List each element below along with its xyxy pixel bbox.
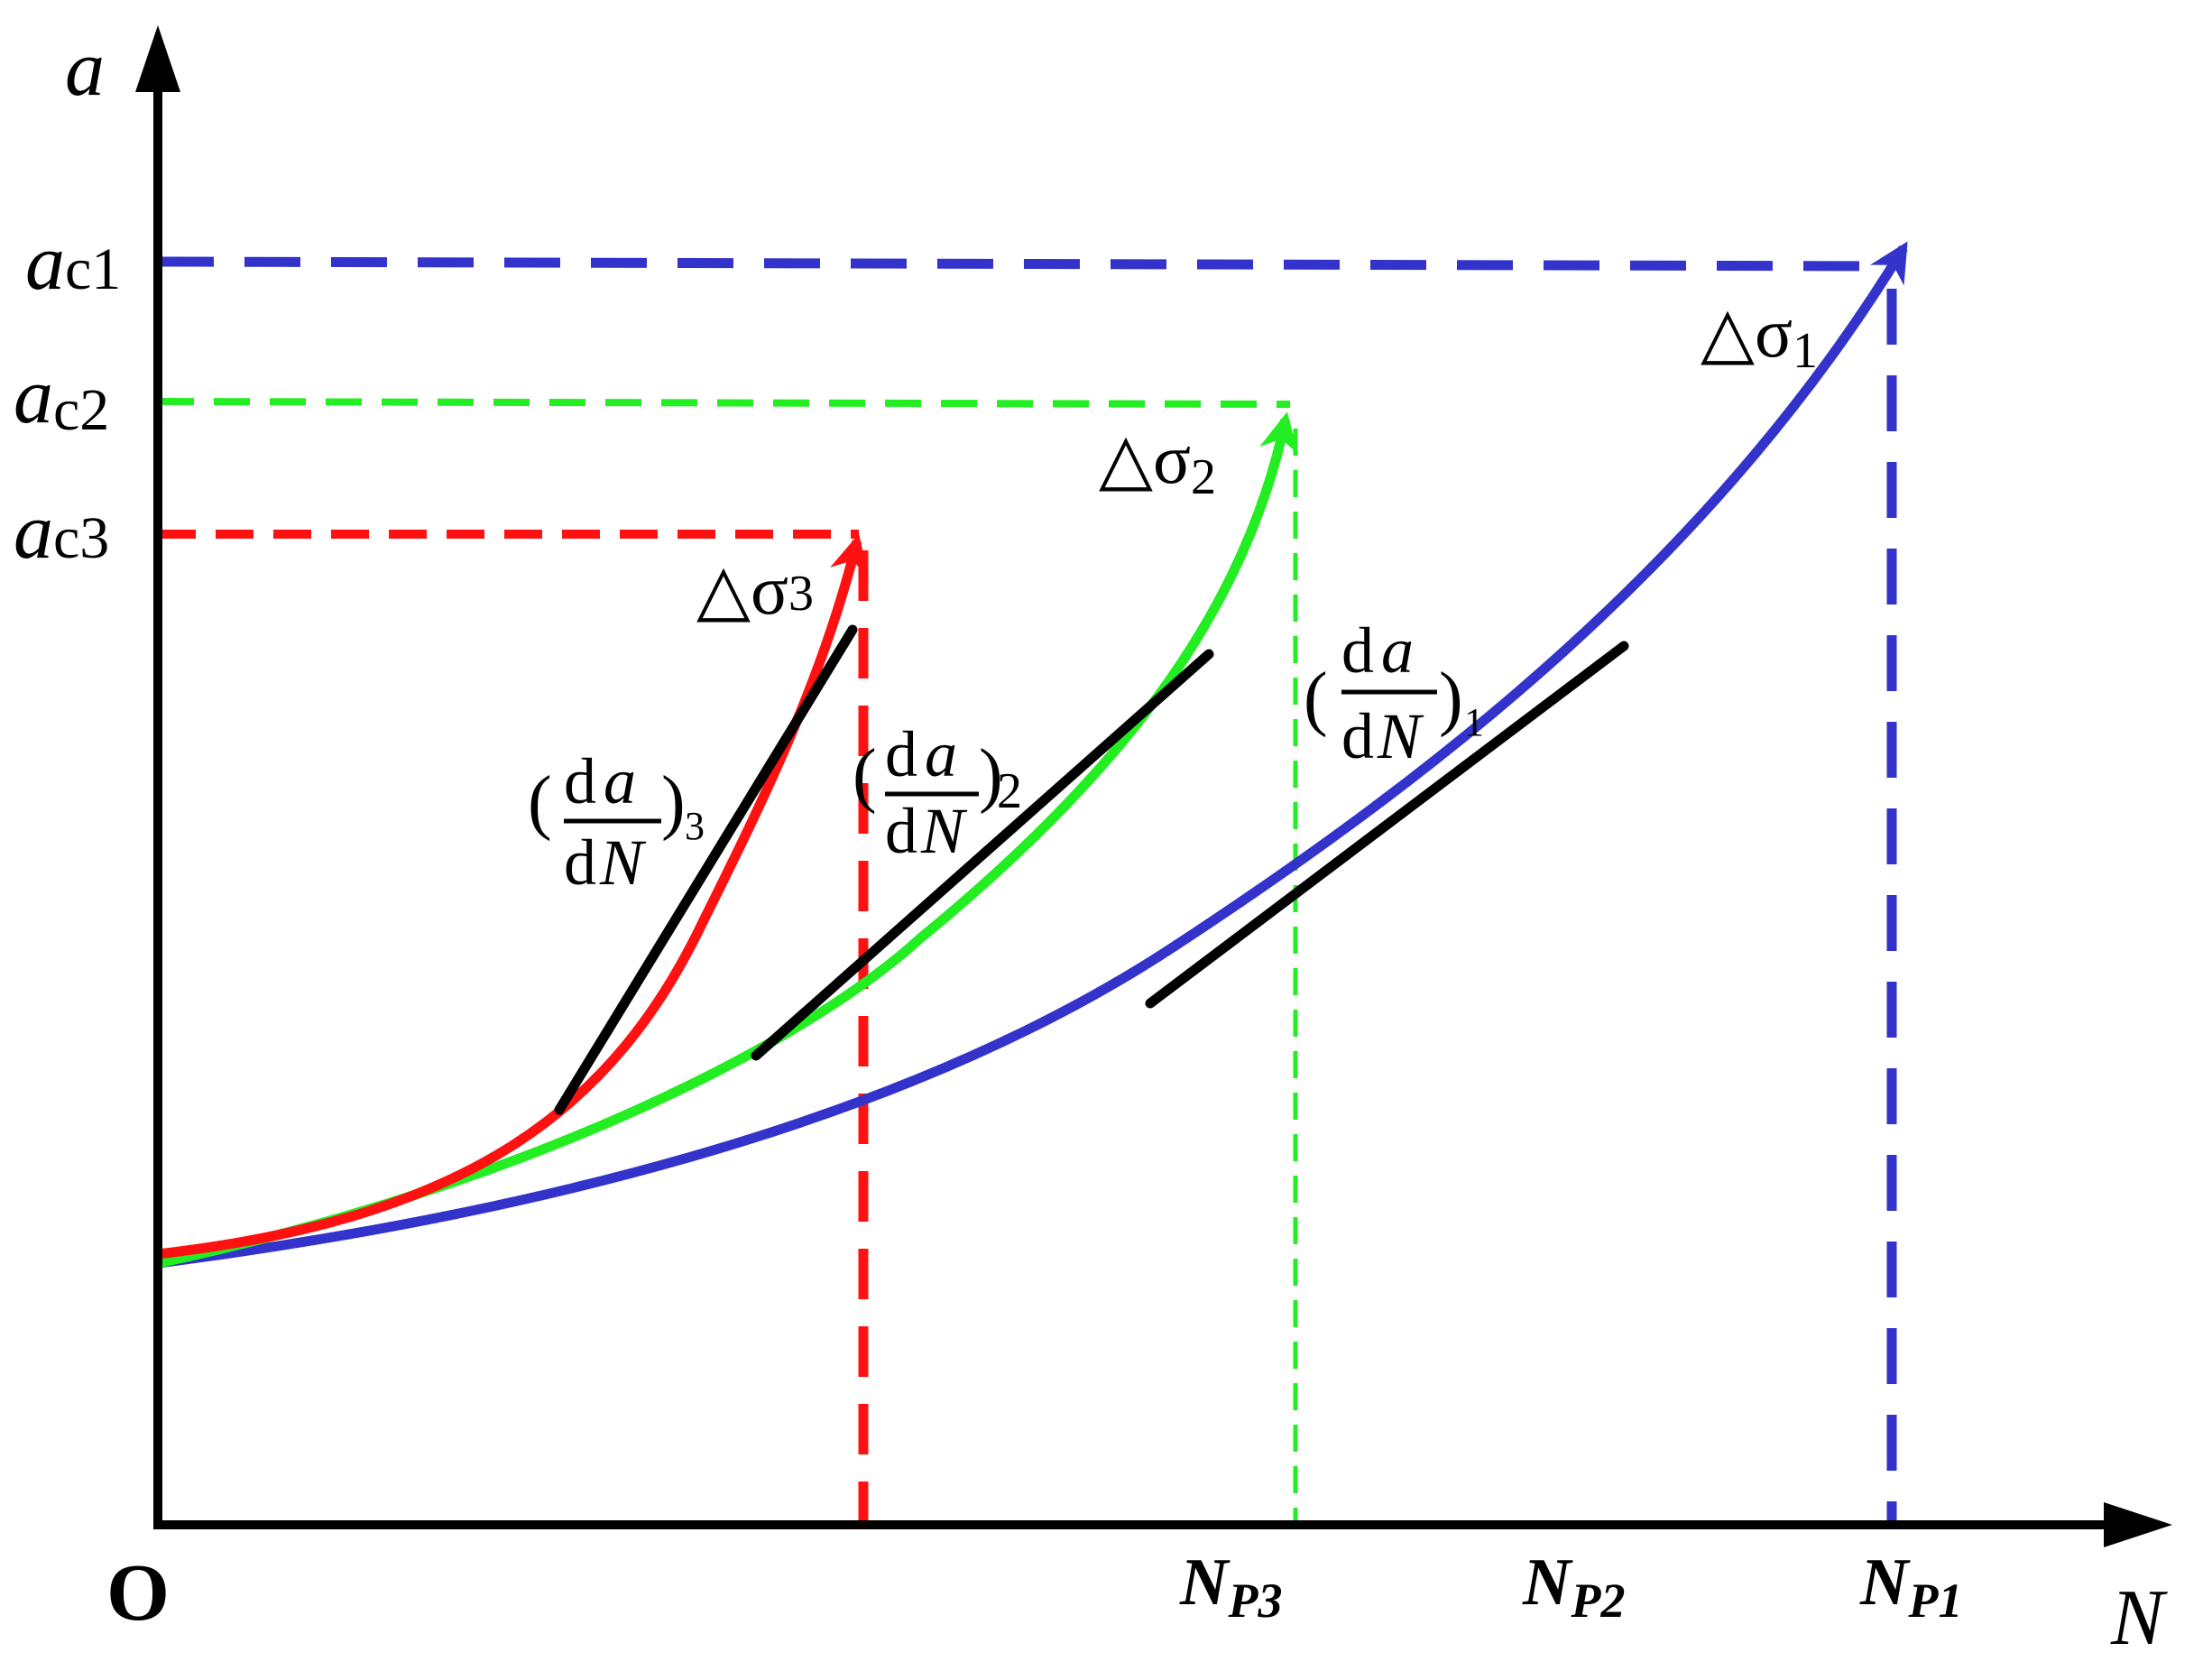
curve-delta-sigma-1 <box>157 241 1908 1269</box>
stress-range-labels: △σ1 △σ2 △σ3 <box>696 293 1818 629</box>
slope-2-subscript: 2 <box>997 763 1022 819</box>
y-tick-labels: ac1 ac2 ac3 <box>14 219 121 576</box>
tangent-line-1 <box>1145 641 1629 1009</box>
x-tick-np3: NP3 <box>1179 1546 1282 1628</box>
slope-2-open-paren: ( <box>853 735 877 815</box>
tangent-line-2 <box>751 649 1214 1061</box>
crack-growth-curves <box>156 241 1908 1269</box>
guide-lines <box>157 256 1897 1529</box>
y-axis-label: a <box>65 25 105 113</box>
curve-label-delta-sigma-2: △σ2 <box>1099 420 1216 505</box>
y-tick-ac2: ac2 <box>14 353 109 443</box>
tangent-lines <box>554 624 1629 1115</box>
curve-delta-sigma-3 <box>157 533 869 1260</box>
slope-2-denominator: dN <box>885 795 968 867</box>
guide-ac1-horizontal <box>157 256 1891 272</box>
tangent-line-3 <box>554 624 858 1115</box>
x-axis-label: N <box>2110 1574 2168 1662</box>
y-axis-arrowhead <box>135 25 180 92</box>
x-tick-np1: NP1 <box>1859 1546 1962 1628</box>
curve-label-delta-sigma-3: △σ3 <box>696 550 814 629</box>
guide-ac2-horizontal <box>157 398 1291 408</box>
x-tick-labels: NP3 NP2 NP1 <box>1179 1546 1962 1628</box>
x-tick-np2: NP2 <box>1522 1546 1625 1628</box>
slope-1-denominator: dN <box>1341 700 1424 772</box>
slope-1-close-paren: ) <box>1439 659 1463 738</box>
y-tick-ac3: ac3 <box>14 488 109 576</box>
slope-3-denominator: dN <box>564 826 647 899</box>
slope-2-close-paren: ) <box>979 735 1003 815</box>
slope-3-open-paren: ( <box>528 762 552 842</box>
slope-1-open-paren: ( <box>1304 659 1328 738</box>
curve-label-delta-sigma-1: △σ1 <box>1701 293 1818 379</box>
x-axis-arrowhead <box>2104 1502 2172 1547</box>
y-tick-ac1: ac1 <box>25 219 121 307</box>
slope-3-subscript: 3 <box>685 804 705 848</box>
origin-label: O <box>106 1548 170 1638</box>
slope-3-close-paren: ) <box>661 762 686 842</box>
curve-delta-sigma-2 <box>156 411 1299 1269</box>
axes <box>135 25 2172 1547</box>
axis-labels: a N O <box>65 25 2168 1662</box>
slope-1-subscript: 1 <box>1464 700 1484 744</box>
